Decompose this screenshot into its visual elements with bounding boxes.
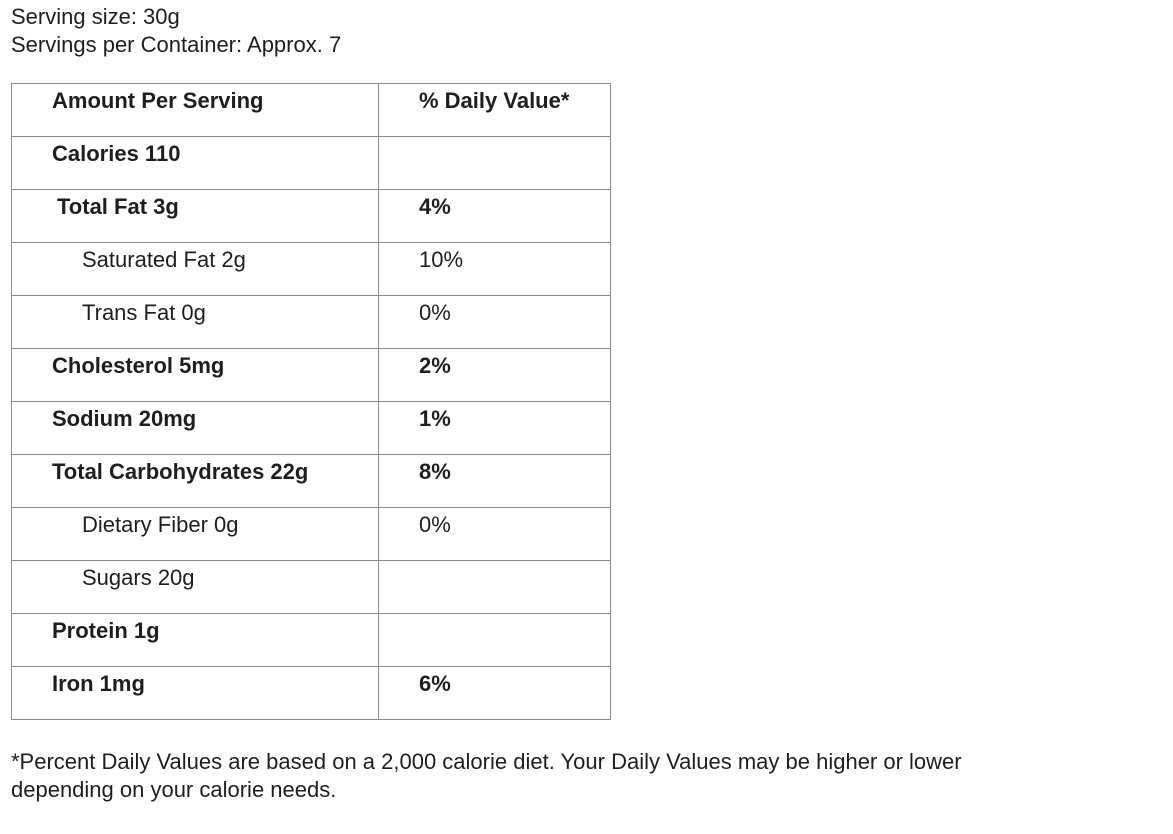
daily-value: 1% xyxy=(419,406,451,431)
table-row: Sodium 20mg 1% xyxy=(11,401,611,455)
nutrient-label: Total Carbohydrates 22g xyxy=(52,459,309,484)
nutrient-label: Cholesterol 5mg xyxy=(52,353,225,378)
table-row: Total Fat 3g 4% xyxy=(11,189,611,243)
table-row: Sugars 20g xyxy=(11,560,611,614)
table-row: Cholesterol 5mg 2% xyxy=(11,348,611,402)
footnote-line-1: *Percent Daily Values are based on a 2,0… xyxy=(11,749,962,774)
daily-value: 10% xyxy=(419,247,464,272)
servings-per-container: Servings per Container: Approx. 7 xyxy=(11,32,342,57)
daily-value: 6% xyxy=(419,671,451,696)
table-row: Protein 1g xyxy=(11,613,611,667)
daily-value: 0% xyxy=(419,300,451,325)
nutrition-table: Amount Per Serving % Daily Value* Calori… xyxy=(11,83,611,720)
nutrient-label: Trans Fat 0g xyxy=(82,300,206,325)
nutrient-label: Sodium 20mg xyxy=(52,406,197,431)
header-daily-value: % Daily Value* xyxy=(419,88,570,113)
table-row: Trans Fat 0g 0% xyxy=(11,295,611,349)
nutrient-label: Calories 110 xyxy=(52,141,181,166)
nutrient-label: Total Fat 3g xyxy=(57,194,179,219)
table-row: Iron 1mg 6% xyxy=(11,666,611,720)
serving-size: Serving size: 30g xyxy=(11,4,180,29)
table-row: Calories 110 xyxy=(11,136,611,190)
daily-value: 0% xyxy=(419,512,451,537)
footnote-line-2: depending on your calorie needs. xyxy=(11,777,337,802)
nutrient-label: Saturated Fat 2g xyxy=(82,247,246,272)
daily-value xyxy=(379,614,610,620)
table-header-row: Amount Per Serving % Daily Value* xyxy=(11,83,611,137)
nutrient-label: Sugars 20g xyxy=(82,565,195,590)
table-row: Saturated Fat 2g 10% xyxy=(11,242,611,296)
table-row: Dietary Fiber 0g 0% xyxy=(11,507,611,561)
nutrient-label: Protein 1g xyxy=(52,618,160,643)
nutrient-label: Dietary Fiber 0g xyxy=(82,512,239,537)
daily-value: 8% xyxy=(419,459,451,484)
header-amount-per-serving: Amount Per Serving xyxy=(52,88,264,113)
table-row: Total Carbohydrates 22g 8% xyxy=(11,454,611,508)
daily-value: 2% xyxy=(419,353,451,378)
daily-value xyxy=(379,561,610,567)
daily-value: 4% xyxy=(419,194,451,219)
nutrient-label: Iron 1mg xyxy=(52,671,145,696)
daily-value xyxy=(379,137,610,143)
